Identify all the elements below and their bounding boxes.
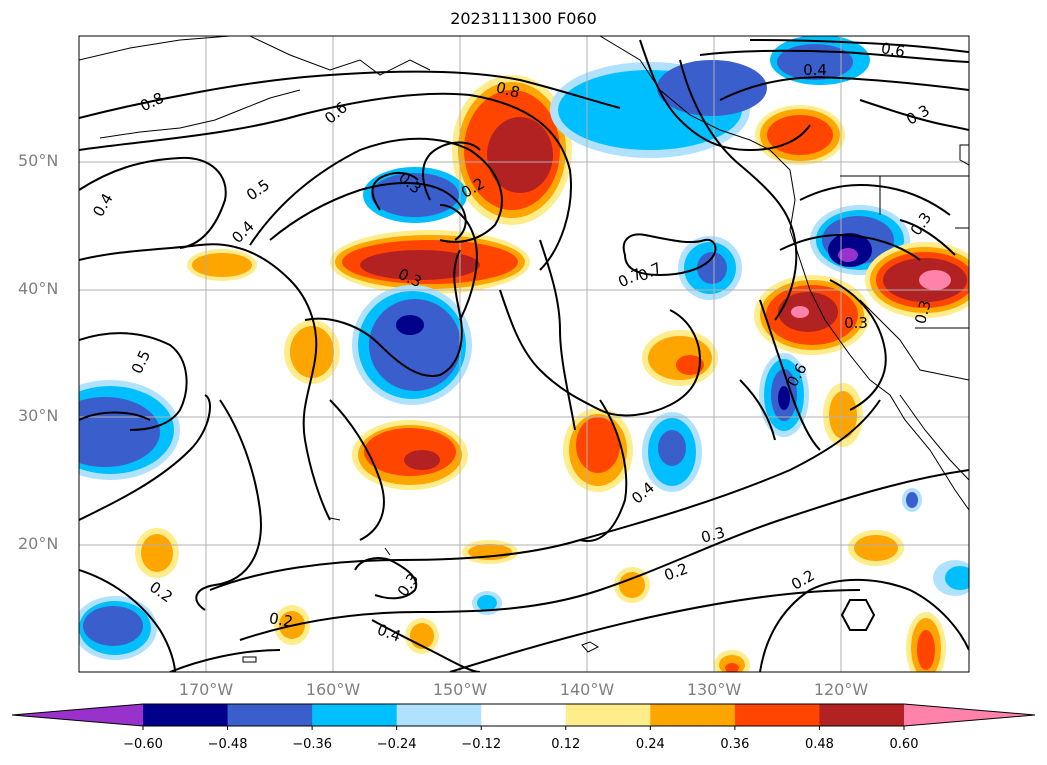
colorbar-tick-label: −0.36 bbox=[292, 737, 333, 752]
lat-label-50n: 50°N bbox=[18, 151, 59, 170]
colorbar-segment bbox=[565, 704, 651, 726]
colorbar-segment bbox=[143, 704, 229, 726]
lat-label-20n: 20°N bbox=[18, 534, 59, 553]
colorbar-segment bbox=[227, 704, 313, 726]
colorbar bbox=[11, 703, 1036, 730]
colorbar-segment bbox=[819, 704, 905, 726]
contour-label: 0.3 bbox=[699, 523, 727, 547]
contour-label: 0.6 bbox=[880, 39, 907, 61]
colorbar-segment bbox=[312, 704, 398, 726]
map-frame bbox=[78, 35, 970, 673]
colorbar-tick-label: −0.24 bbox=[376, 737, 417, 752]
lon-label-150w: 150°W bbox=[432, 680, 488, 699]
colorbar-tick-label: 0.60 bbox=[889, 737, 919, 752]
graticule bbox=[79, 36, 969, 672]
contour-label: 0.2 bbox=[268, 609, 295, 631]
lon-label-160w: 160°W bbox=[305, 680, 361, 699]
contour-lines bbox=[79, 39, 969, 672]
lat-label-30n: 30°N bbox=[18, 406, 59, 425]
lon-label-130w: 130°W bbox=[686, 680, 742, 699]
colorbar-tick-label: 0.36 bbox=[720, 737, 750, 752]
colorbar-tick-label: −0.48 bbox=[207, 737, 248, 752]
contour-label: 0.3 bbox=[844, 314, 868, 332]
contour-label: 0.4 bbox=[803, 61, 827, 79]
lon-label-120w: 120°W bbox=[813, 680, 869, 699]
colorbar-extend-high bbox=[904, 704, 1035, 726]
colorbar-tick-label: 0.48 bbox=[804, 737, 834, 752]
colorbar-tick-label: −0.12 bbox=[461, 737, 502, 752]
lon-label-140w: 140°W bbox=[559, 680, 615, 699]
map-title: 2023111300 F060 bbox=[450, 9, 597, 28]
colorbar-segment bbox=[734, 704, 820, 726]
colorbar-segment bbox=[396, 704, 482, 726]
colorbar-tick-label: −0.60 bbox=[123, 737, 163, 752]
contour-label: 0.3 bbox=[911, 298, 935, 326]
colorbar-tick-label: 0.24 bbox=[635, 737, 665, 752]
lon-label-170w: 170°W bbox=[178, 680, 234, 699]
lat-label-40n: 40°N bbox=[18, 279, 59, 298]
colorbar-extend-low bbox=[12, 704, 143, 726]
colorbar-tick-label: 0.12 bbox=[551, 737, 581, 752]
colorbar-segment bbox=[481, 704, 567, 726]
contour-label: 0.8 bbox=[494, 78, 522, 102]
colorbar-segment bbox=[650, 704, 736, 726]
